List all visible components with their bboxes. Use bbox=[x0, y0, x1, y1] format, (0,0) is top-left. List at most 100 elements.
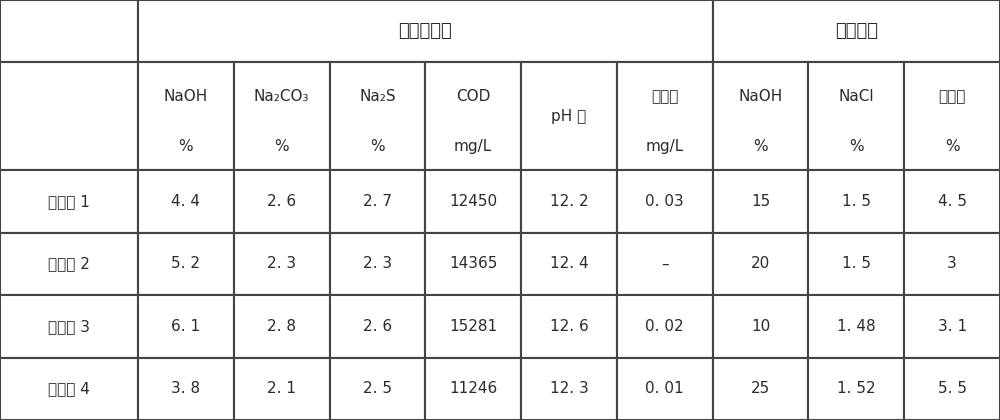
Text: 2. 6: 2. 6 bbox=[267, 194, 296, 209]
Bar bbox=[425, 357, 521, 420]
Text: Na₂S: Na₂S bbox=[359, 89, 396, 104]
Text: 3. 1: 3. 1 bbox=[938, 319, 967, 334]
Bar bbox=[904, 295, 1000, 357]
Bar bbox=[521, 62, 617, 170]
Text: 6. 1: 6. 1 bbox=[171, 319, 200, 334]
Bar bbox=[904, 233, 1000, 295]
Bar bbox=[521, 295, 617, 357]
Bar bbox=[138, 233, 234, 295]
Text: 12450: 12450 bbox=[449, 194, 497, 209]
Text: 产品指标: 产品指标 bbox=[835, 22, 878, 40]
Bar bbox=[425, 295, 521, 357]
Text: 2. 6: 2. 6 bbox=[363, 319, 392, 334]
Text: –: – bbox=[661, 256, 669, 271]
Bar bbox=[808, 62, 904, 170]
Bar bbox=[138, 170, 234, 233]
Text: 有机硫: 有机硫 bbox=[651, 89, 678, 104]
Text: COD: COD bbox=[456, 89, 490, 104]
Text: 2. 7: 2. 7 bbox=[363, 194, 392, 209]
Bar bbox=[617, 295, 713, 357]
Bar bbox=[521, 357, 617, 420]
Bar bbox=[713, 295, 808, 357]
Text: 实施例 3: 实施例 3 bbox=[48, 319, 90, 334]
Bar bbox=[521, 233, 617, 295]
Text: NaCl: NaCl bbox=[839, 89, 874, 104]
Bar bbox=[234, 62, 330, 170]
Text: 25: 25 bbox=[751, 381, 770, 396]
Bar bbox=[330, 357, 425, 420]
Text: mg/L: mg/L bbox=[454, 139, 492, 154]
Text: 5. 2: 5. 2 bbox=[171, 256, 200, 271]
Bar bbox=[234, 233, 330, 295]
Text: 1. 52: 1. 52 bbox=[837, 381, 876, 396]
Bar bbox=[713, 62, 808, 170]
Bar bbox=[0, 357, 138, 420]
Text: 2. 8: 2. 8 bbox=[267, 319, 296, 334]
Bar bbox=[0, 295, 138, 357]
Bar bbox=[521, 170, 617, 233]
Bar bbox=[330, 170, 425, 233]
Text: pH 值: pH 值 bbox=[551, 109, 587, 123]
Bar bbox=[425, 62, 521, 170]
Bar bbox=[138, 295, 234, 357]
Text: 0. 01: 0. 01 bbox=[645, 381, 684, 396]
Text: NaOH: NaOH bbox=[164, 89, 208, 104]
Text: 实施例 4: 实施例 4 bbox=[48, 381, 90, 396]
Text: 11246: 11246 bbox=[449, 381, 497, 396]
Bar bbox=[138, 62, 234, 170]
Text: %: % bbox=[945, 139, 959, 154]
Bar bbox=[234, 295, 330, 357]
Text: 12. 4: 12. 4 bbox=[550, 256, 588, 271]
Text: 12. 2: 12. 2 bbox=[550, 194, 588, 209]
Bar bbox=[138, 0, 713, 62]
Bar bbox=[713, 233, 808, 295]
Bar bbox=[617, 62, 713, 170]
Bar bbox=[138, 357, 234, 420]
Bar bbox=[713, 357, 808, 420]
Text: 15: 15 bbox=[751, 194, 770, 209]
Text: 0. 02: 0. 02 bbox=[645, 319, 684, 334]
Text: 3: 3 bbox=[947, 256, 957, 271]
Bar bbox=[330, 295, 425, 357]
Text: 2. 1: 2. 1 bbox=[267, 381, 296, 396]
Bar bbox=[713, 170, 808, 233]
Bar bbox=[330, 62, 425, 170]
Text: 5. 5: 5. 5 bbox=[938, 381, 967, 396]
Text: 1. 5: 1. 5 bbox=[842, 256, 871, 271]
Bar bbox=[234, 170, 330, 233]
Text: 4. 4: 4. 4 bbox=[171, 194, 200, 209]
Bar bbox=[617, 357, 713, 420]
Bar bbox=[904, 357, 1000, 420]
Text: 1. 48: 1. 48 bbox=[837, 319, 876, 334]
Text: %: % bbox=[179, 139, 193, 154]
Text: 14365: 14365 bbox=[449, 256, 497, 271]
Bar bbox=[808, 357, 904, 420]
Bar bbox=[0, 233, 138, 295]
Text: 2. 3: 2. 3 bbox=[363, 256, 392, 271]
Text: 1. 5: 1. 5 bbox=[842, 194, 871, 209]
Bar bbox=[904, 170, 1000, 233]
Text: 3. 8: 3. 8 bbox=[171, 381, 200, 396]
Text: 4. 5: 4. 5 bbox=[938, 194, 967, 209]
Bar bbox=[234, 357, 330, 420]
Text: 氯化钓: 氯化钓 bbox=[938, 89, 966, 104]
Text: %: % bbox=[849, 139, 864, 154]
Text: 15281: 15281 bbox=[449, 319, 497, 334]
Bar bbox=[808, 233, 904, 295]
Text: 12. 3: 12. 3 bbox=[550, 381, 588, 396]
Text: %: % bbox=[753, 139, 768, 154]
Bar bbox=[904, 62, 1000, 170]
Text: NaOH: NaOH bbox=[738, 89, 783, 104]
Text: %: % bbox=[370, 139, 385, 154]
Text: 20: 20 bbox=[751, 256, 770, 271]
Text: 10: 10 bbox=[751, 319, 770, 334]
Bar bbox=[425, 233, 521, 295]
Text: 12. 6: 12. 6 bbox=[550, 319, 588, 334]
Bar bbox=[425, 170, 521, 233]
Bar bbox=[0, 0, 138, 62]
Bar bbox=[330, 233, 425, 295]
Bar bbox=[0, 62, 138, 170]
Bar bbox=[617, 170, 713, 233]
Bar bbox=[0, 170, 138, 233]
Bar bbox=[808, 295, 904, 357]
